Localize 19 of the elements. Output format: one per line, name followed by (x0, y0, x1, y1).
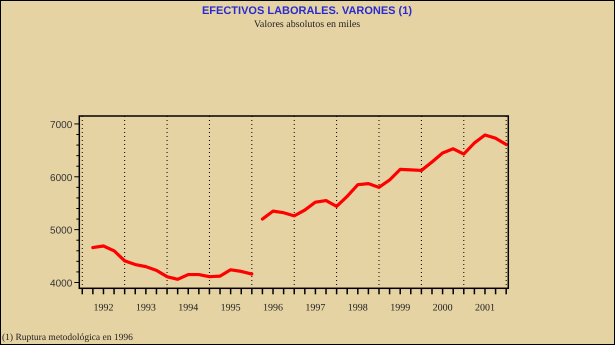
x-tick-label: 2001 (474, 302, 495, 314)
x-tick-label: 1992 (93, 302, 114, 314)
line-series (260, 133, 508, 221)
x-tick-label: 1997 (305, 302, 326, 314)
x-tick-label: 1993 (136, 302, 156, 314)
x-tick-label: 1994 (178, 302, 198, 314)
x-tick-label: 1995 (220, 302, 241, 314)
x-tick-label: 1998 (348, 302, 368, 314)
y-tick-label: 7000 (50, 120, 73, 131)
chart-subtitle: Valores absolutos en miles (254, 19, 360, 30)
y-tick-label: 5000 (50, 226, 73, 237)
text: (1) Ruptura metodológica en 1996 (2, 333, 134, 343)
x-tick-label: 1999 (390, 302, 410, 314)
x-tick-label: 1996 (263, 302, 284, 314)
line-series (91, 244, 254, 281)
chart-title: EFECTIVOS LABORALES. VARONES (1) (202, 5, 412, 17)
y-tick-label: 6000 (50, 172, 73, 184)
y-tick-label: 4000 (50, 278, 73, 290)
x-tick-label: 2000 (432, 302, 453, 314)
